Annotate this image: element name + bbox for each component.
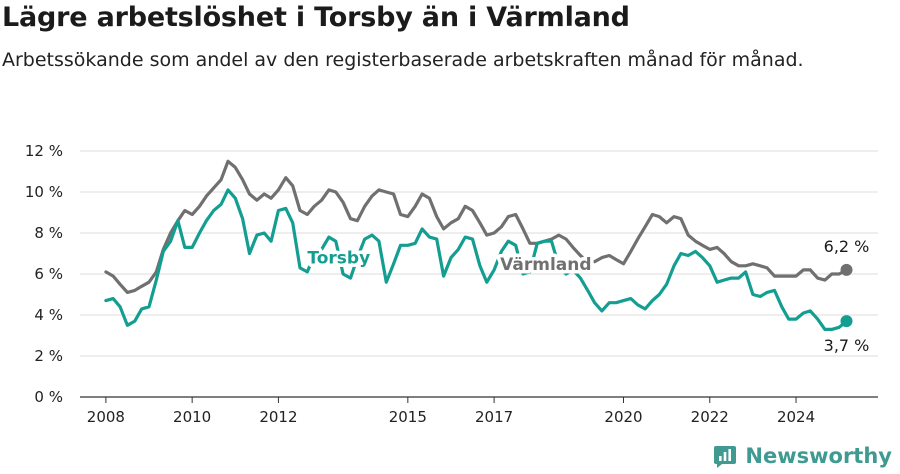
y-tick-label: 4 % [34, 306, 63, 324]
chart-subtitle: Arbetssökande som andel av den registerb… [2, 49, 804, 71]
series-labels: Torsby Värmland [304, 245, 595, 278]
end-markers: 6,2 % 3,7 % [821, 234, 872, 357]
y-tick-label: 8 % [34, 224, 63, 242]
brand-name: Newsworthy [745, 444, 892, 468]
x-tick-label: 2012 [259, 408, 297, 426]
x-tick-label: 2010 [173, 408, 211, 426]
x-tick-label: 2015 [389, 408, 427, 426]
series-line-v-rmland [104, 159, 849, 294]
x-tick-label: 2024 [777, 408, 815, 426]
x-tick-label: 2017 [475, 408, 513, 426]
series-line-torsby [104, 188, 849, 331]
newsworthy-brand: Newsworthy [713, 444, 892, 468]
chart-title: Lägre arbetslöshet i Torsby än i Värmlan… [2, 2, 630, 33]
grid-lines [80, 150, 878, 398]
newsworthy-logo-icon [714, 446, 737, 468]
series-lines [104, 159, 849, 331]
x-tick-label: 2020 [604, 408, 642, 426]
x-tick-label: 2022 [691, 408, 729, 426]
y-tick-label: 12 % [25, 142, 63, 160]
x-tick-label: 2008 [87, 408, 125, 426]
x-axis: 2008 2010 2012 2015 2017 2020 2022 2024 [87, 397, 815, 426]
end-marker [840, 315, 853, 328]
y-tick-label: 2 % [34, 347, 63, 365]
y-tick-label: 6 % [34, 265, 63, 283]
y-axis: 0 % 2 % 4 % 6 % 8 % 10 % 12 % [25, 142, 63, 406]
series-label: Torsby [307, 249, 370, 269]
end-value-label: 6,2 % [824, 237, 870, 256]
series-label: Värmland [500, 255, 591, 275]
y-tick-label: 10 % [25, 183, 63, 201]
y-tick-label: 0 % [34, 388, 63, 406]
end-marker [840, 263, 853, 276]
end-value-label: 3,7 % [824, 336, 870, 355]
